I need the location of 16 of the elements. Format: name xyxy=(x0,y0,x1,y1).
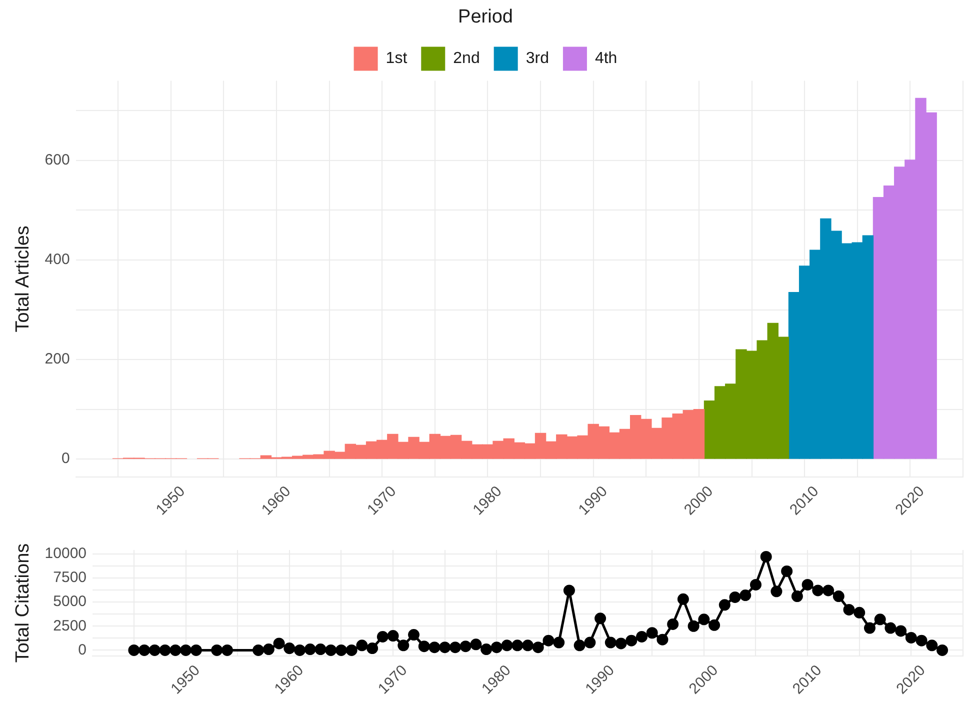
y-tick-label: 0 xyxy=(61,450,70,468)
legend-title: Period xyxy=(458,6,513,28)
legend-label: 1st xyxy=(386,50,408,68)
y-tick-label: 2500 xyxy=(53,617,87,634)
y-tick-label: 5000 xyxy=(53,593,87,610)
y-tick-label: 10000 xyxy=(44,544,87,562)
y-tick-label: 0 xyxy=(78,641,87,658)
legend-label: 2nd xyxy=(453,50,480,68)
legend-label: 3rd xyxy=(526,50,549,68)
legend-label: 4th xyxy=(594,50,618,68)
y-tick-label: 200 xyxy=(44,350,70,368)
y-tick-label: 7500 xyxy=(53,569,87,586)
y-axis-title: Total Articles xyxy=(12,226,34,332)
y-axis-title: Total Citations xyxy=(12,543,34,663)
y-tick-label: 400 xyxy=(44,251,70,268)
y-tick-label: 600 xyxy=(44,152,70,169)
